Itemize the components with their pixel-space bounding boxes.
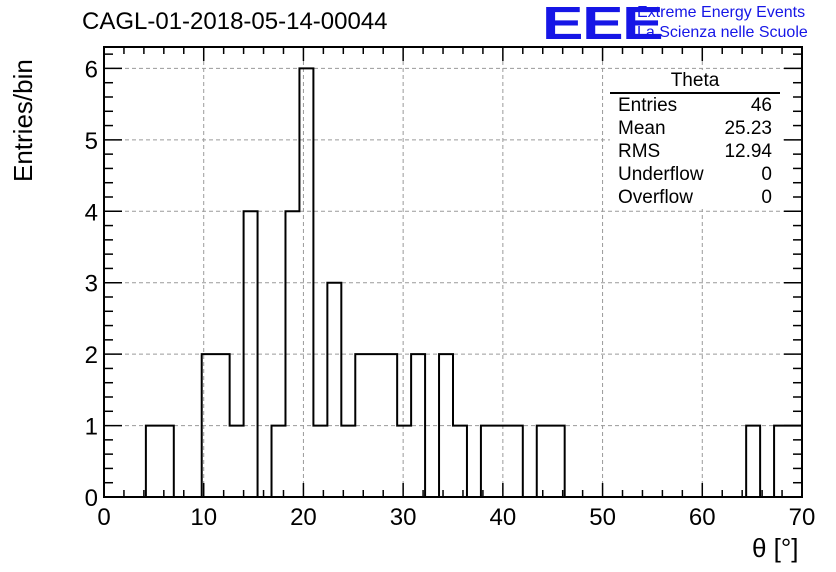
stats-label: Underflow <box>618 164 704 185</box>
stats-row-underflow: Underflow 0 <box>610 163 780 186</box>
stats-value: 12.94 <box>724 141 772 162</box>
stats-row-mean: Mean 25.23 <box>610 117 780 140</box>
histogram-bar <box>453 426 467 497</box>
y-tick-label: 5 <box>85 128 98 155</box>
histogram-bar <box>327 283 341 497</box>
stats-row-overflow: Overflow 0 <box>610 186 780 209</box>
histogram-bar <box>481 426 495 497</box>
histogram-bar <box>313 426 327 497</box>
histogram-bar <box>537 426 551 497</box>
histogram-bar <box>774 426 788 497</box>
stats-value: 0 <box>761 164 772 185</box>
histogram-bar <box>272 426 286 497</box>
stats-value: 25.23 <box>724 118 772 139</box>
histogram-bar <box>746 426 760 497</box>
y-tick-label: 0 <box>85 485 98 512</box>
stats-label: RMS <box>618 141 661 162</box>
stats-label: Entries <box>618 95 678 116</box>
logo-caption-line2: La Scienza nelle Scuole <box>637 24 808 41</box>
x-tick-label: 0 <box>97 504 110 531</box>
logo-caption-line1: Extreme Energy Events <box>637 4 806 21</box>
y-axis-label-wrap: Entries/bin <box>8 59 38 183</box>
histogram-bar <box>397 426 411 497</box>
histogram-bar <box>509 426 523 497</box>
x-tick-label: 50 <box>589 504 616 531</box>
histogram-bar <box>146 426 160 497</box>
chart-title: CAGL-01-2018-05-14-00044 <box>82 8 388 35</box>
x-tick-label: 10 <box>190 504 217 531</box>
stats-value: 46 <box>750 95 772 116</box>
stats-title: Theta <box>610 70 780 94</box>
stats-value: 0 <box>761 187 772 208</box>
y-tick-label: 1 <box>85 414 98 441</box>
y-tick-label: 2 <box>85 342 98 369</box>
y-tick-label: 3 <box>85 271 98 298</box>
plot-frame <box>103 46 803 498</box>
histogram-bar <box>230 426 244 497</box>
histogram-bar <box>341 426 355 497</box>
x-axis-label: θ [°] <box>752 533 799 563</box>
x-tick-label: 70 <box>789 504 816 531</box>
histogram-bar <box>160 426 174 497</box>
x-tick-label: 40 <box>490 504 517 531</box>
stats-label: Mean <box>618 118 666 139</box>
y-axis-label: Entries/bin <box>8 59 38 182</box>
y-tick-label: 4 <box>85 199 98 226</box>
stats-label: Overflow <box>618 187 693 208</box>
histogram-bar <box>495 426 509 497</box>
y-tick-label: 6 <box>85 56 98 83</box>
x-tick-label: 30 <box>390 504 417 531</box>
eee-logo: EEE <box>542 0 664 49</box>
stats-row-entries: Entries 46 <box>610 94 780 117</box>
histogram-bar <box>788 426 802 497</box>
stats-row-rms: RMS 12.94 <box>610 140 780 163</box>
histogram-bar <box>551 426 565 497</box>
x-tick-label: 20 <box>290 504 317 531</box>
stats-box: Theta Entries 46 Mean 25.23 RMS 12.94 Un… <box>610 70 780 209</box>
x-tick-label: 60 <box>689 504 716 531</box>
